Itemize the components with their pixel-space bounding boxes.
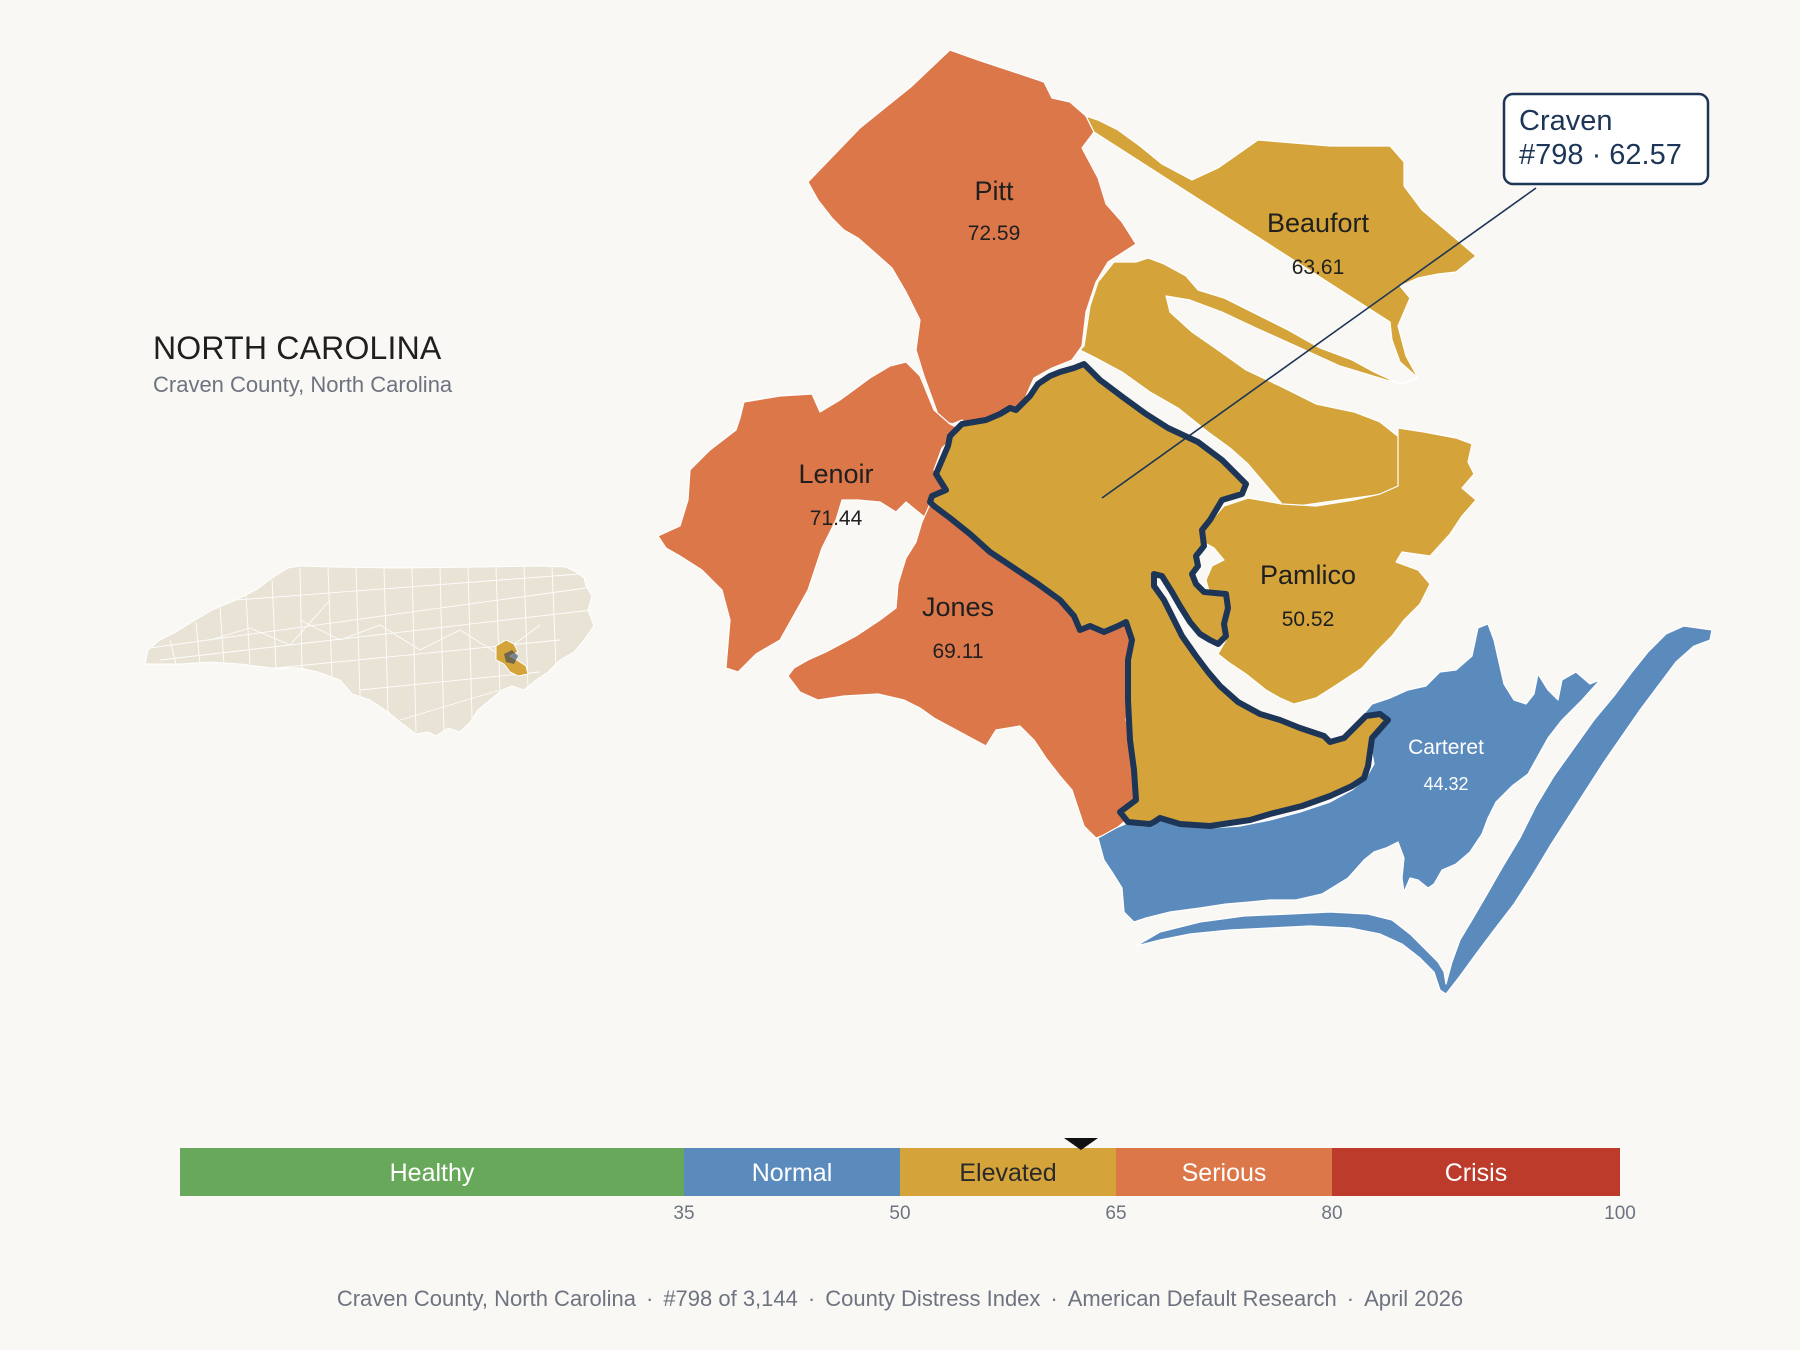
craven-callout: Craven #798 · 62.57 [1101,92,1710,499]
callout-leader-line [1101,187,1537,499]
label-jones-score: 69.11 [933,640,984,663]
footer-separator: · [807,1286,816,1311]
county-pitt[interactable] [807,49,1137,437]
legend-tick-label: 80 [1321,1203,1342,1224]
legend-tick-label: 35 [673,1203,694,1224]
footer-index: County Distress Index [825,1286,1041,1311]
label-beaufort-score: 63.61 [1292,256,1345,279]
footer-credits: Craven County, North Carolina · #798 of 3,… [0,1286,1800,1312]
footer-county: Craven County, North Carolina [336,1286,636,1311]
legend-band-label: Elevated [959,1159,1056,1187]
footer-rank: #798 of 3,144 [663,1286,798,1311]
inset-craven-highlight [504,650,518,664]
state-title: NORTH CAROLINA [153,330,442,366]
callout-rank-score: #798 · 62.57 [1519,139,1682,171]
county-labels: Pitt 72.59 Beaufort 63.61 Lenoir 71.44 J… [798,176,1484,794]
legend-band-label: Normal [752,1159,833,1187]
footer-separator: · [645,1286,654,1311]
footer-separator: · [1346,1286,1355,1311]
county-carteret-banks[interactable] [1135,625,1713,995]
label-lenoir-score: 71.44 [810,507,863,530]
legend-band-normal [684,1148,900,1196]
legend-band-serious [1116,1148,1332,1196]
label-pitt-score: 72.59 [968,222,1021,245]
legend-band-label: Healthy [390,1159,475,1187]
footer-separator: · [1050,1286,1058,1311]
legend-band-elevated [900,1148,1116,1196]
legend-band-label: Crisis [1445,1159,1508,1187]
footer-date: April 2026 [1364,1286,1464,1311]
county-craven[interactable] [927,361,1391,829]
nc-state-shape [144,565,595,737]
county-beaufort[interactable] [1079,115,1477,507]
label-beaufort-name: Beaufort [1267,208,1370,238]
legend-tick-label: 100 [1604,1203,1636,1224]
state-subtitle: Craven County, North Carolina [153,372,453,397]
nc-inset-map [144,565,595,737]
label-carteret-name: Carteret [1408,736,1484,759]
label-pamlico-score: 50.52 [1282,608,1335,631]
legend-tick-label: 50 [889,1203,910,1224]
legend-scale: Healthy Normal Elevated Serious Crisis 35 50 6… [180,1138,1636,1224]
score-marker-triangle [1064,1138,1099,1150]
label-lenoir-name: Lenoir [798,459,873,489]
legend-band-crisis [1332,1148,1620,1196]
legend-ticks: 35 50 65 80 100 [673,1203,1635,1224]
callout-county-name: Craven [1519,105,1613,137]
county-pamlico[interactable] [1195,427,1477,705]
label-pamlico-name: Pamlico [1260,560,1356,590]
legend-band-healthy [180,1148,684,1196]
footer-source: American Default Research [1067,1286,1337,1311]
county-map [657,49,1713,995]
legend-band-label: Serious [1182,1159,1267,1187]
legend-tick-label: 65 [1105,1203,1126,1224]
label-carteret-score: 44.32 [1423,774,1468,794]
county-lenoir[interactable] [657,361,963,673]
label-pitt-name: Pitt [974,176,1014,206]
label-jones-name: Jones [922,592,994,622]
callout-box [1502,92,1710,186]
legend-bands: Healthy Normal Elevated Serious Crisis [180,1148,1620,1196]
